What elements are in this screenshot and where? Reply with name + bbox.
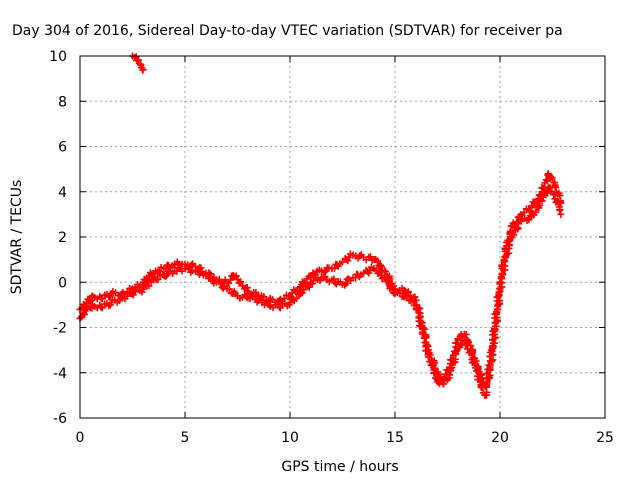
ticks: 0 5 10 15 20 25 -6 -4 -2 0 2 4 6 8 10 [49,49,614,446]
x-tick-label: 10 [281,430,299,446]
x-tick-label: 15 [386,430,404,446]
y-tick-label: 4 [58,185,67,201]
series-track-b [76,183,565,399]
y-tick-label: -6 [53,411,67,427]
y-tick-label: 6 [58,140,67,156]
y-tick-label: 10 [49,49,67,65]
x-tick-label: 5 [181,430,190,446]
y-tick-label: 0 [58,275,67,291]
y-axis-label: SDTVAR / TECUs [9,180,25,295]
y-tick-label: 2 [58,230,67,246]
y-tick-label: -2 [53,321,67,337]
y-tick-label: 8 [58,94,67,110]
x-tick-label: 0 [76,430,85,446]
x-tick-label: 25 [596,430,614,446]
x-axis-label: GPS time / hours [281,459,398,475]
series-markers [76,183,565,399]
y-tick-label: -4 [53,366,67,382]
series [76,52,565,399]
chart-title: Day 304 of 2016, Sidereal Day-to-day VTE… [12,23,563,39]
grid [80,56,605,418]
x-tick-label: 20 [491,430,509,446]
